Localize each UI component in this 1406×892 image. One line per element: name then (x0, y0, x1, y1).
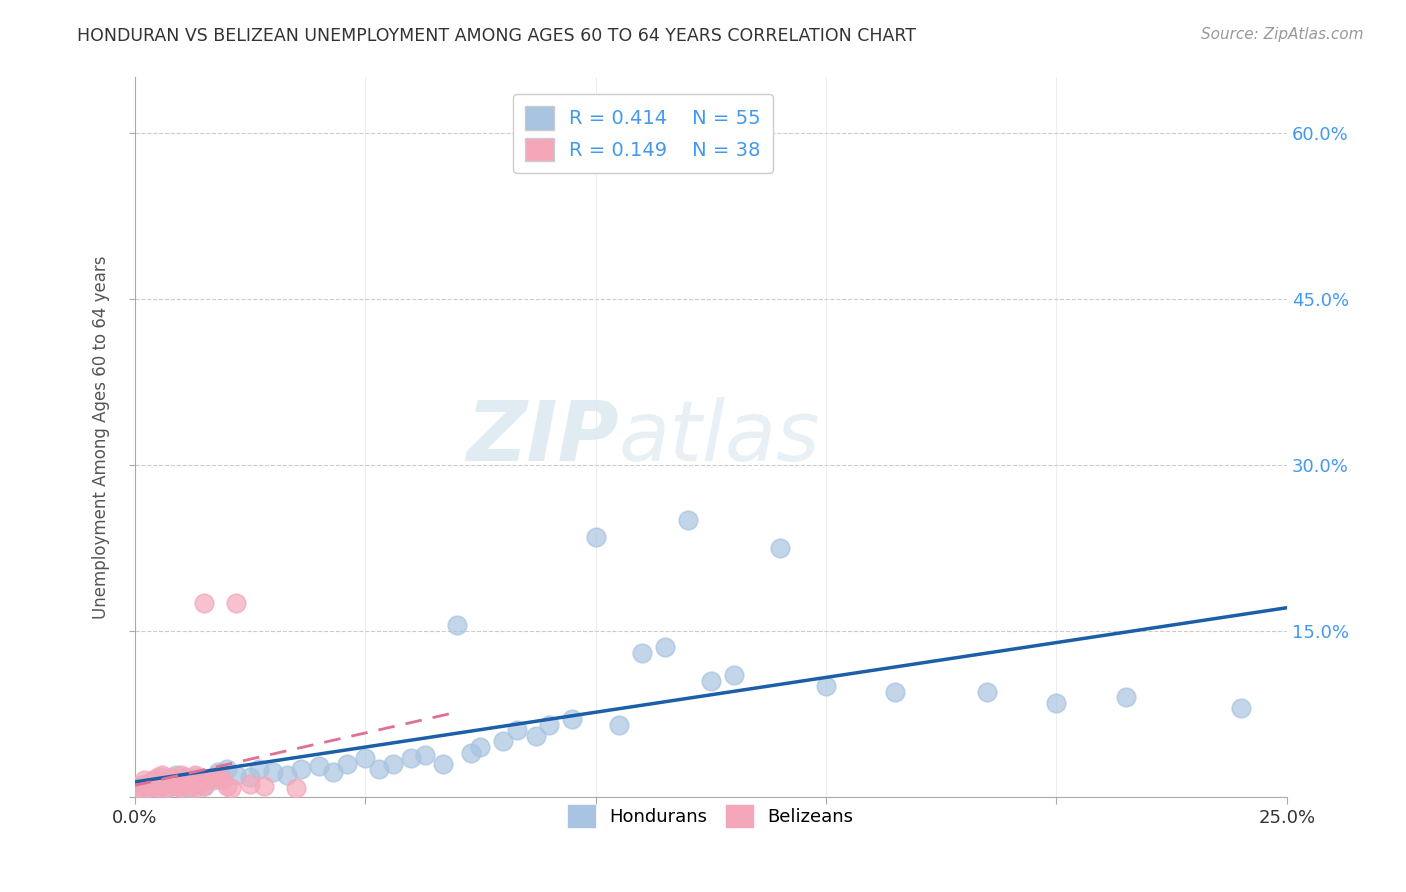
Point (179, 780, 201, 795)
Point (179, 773, 201, 788)
Point (183, 780, 205, 795)
Point (160, 776, 183, 790)
Point (160, 776, 183, 790)
Point (197, 773, 219, 788)
Text: ZIP: ZIP (465, 397, 619, 477)
Point (211, 773, 233, 788)
Point (700, 673, 723, 688)
Point (769, 541, 792, 555)
Point (150, 767, 173, 781)
Point (207, 765, 229, 780)
Point (276, 767, 298, 781)
Point (183, 770, 205, 784)
Point (138, 780, 160, 795)
Point (174, 773, 197, 788)
Point (174, 776, 197, 790)
Point (381, 756, 404, 771)
Point (1115, 690, 1137, 705)
Point (336, 756, 359, 771)
Point (814, 679, 837, 693)
Point (142, 779, 165, 793)
Point (399, 751, 422, 765)
Point (170, 767, 193, 781)
Point (193, 779, 215, 793)
Point (225, 596, 247, 610)
Point (138, 780, 160, 795)
Point (142, 773, 165, 788)
Point (630, 646, 652, 660)
Point (170, 779, 193, 793)
Point (506, 723, 529, 738)
Point (138, 776, 160, 790)
Point (132, 773, 155, 788)
Point (150, 779, 173, 793)
Point (976, 684, 998, 698)
Point (215, 779, 238, 793)
Point (492, 734, 515, 748)
Point (201, 770, 224, 784)
Point (183, 767, 205, 781)
Point (247, 762, 270, 776)
Point (193, 779, 215, 793)
Point (354, 751, 377, 765)
Point (524, 729, 547, 743)
Point (413, 747, 436, 762)
Point (432, 756, 454, 771)
Point (676, 513, 699, 527)
Point (156, 773, 179, 788)
Point (221, 780, 243, 795)
Point (188, 776, 211, 790)
Text: HONDURAN VS BELIZEAN UNEMPLOYMENT AMONG AGES 60 TO 64 YEARS CORRELATION CHART: HONDURAN VS BELIZEAN UNEMPLOYMENT AMONG … (77, 27, 917, 45)
Point (239, 776, 262, 790)
Point (132, 776, 155, 790)
Point (367, 762, 389, 776)
Point (188, 776, 211, 790)
Point (253, 779, 276, 793)
Legend: Hondurans, Belizeans: Hondurans, Belizeans (561, 798, 860, 835)
Point (165, 779, 187, 793)
Point (165, 773, 187, 788)
Point (160, 770, 183, 784)
Point (156, 780, 179, 795)
Point (1045, 696, 1067, 710)
Point (561, 712, 583, 726)
Point (654, 640, 676, 655)
Point (174, 770, 197, 784)
Point (585, 530, 607, 544)
Point (156, 780, 179, 795)
Point (308, 759, 330, 773)
Point (470, 739, 492, 754)
Point (446, 618, 468, 632)
Text: atlas: atlas (619, 397, 820, 477)
Point (142, 773, 165, 788)
Point (170, 780, 193, 795)
Point (128, 779, 150, 793)
Point (201, 773, 224, 788)
Point (239, 770, 262, 784)
Point (128, 780, 150, 795)
Point (460, 746, 482, 760)
Point (150, 770, 173, 784)
Point (179, 779, 201, 793)
Point (215, 762, 238, 776)
Text: Source: ZipAtlas.com: Source: ZipAtlas.com (1201, 27, 1364, 42)
Point (538, 718, 561, 732)
Point (607, 718, 630, 732)
Point (262, 765, 284, 780)
Point (1229, 701, 1251, 715)
Point (284, 780, 307, 795)
Point (322, 765, 344, 780)
Point (207, 767, 229, 781)
Point (723, 668, 745, 682)
Point (884, 684, 907, 698)
Point (225, 767, 247, 781)
Y-axis label: Unemployment Among Ages 60 to 64 years: Unemployment Among Ages 60 to 64 years (93, 255, 110, 619)
Point (193, 596, 215, 610)
Point (132, 779, 155, 793)
Point (165, 767, 187, 781)
Point (290, 762, 312, 776)
Point (146, 779, 169, 793)
Point (146, 770, 169, 784)
Point (146, 780, 169, 795)
